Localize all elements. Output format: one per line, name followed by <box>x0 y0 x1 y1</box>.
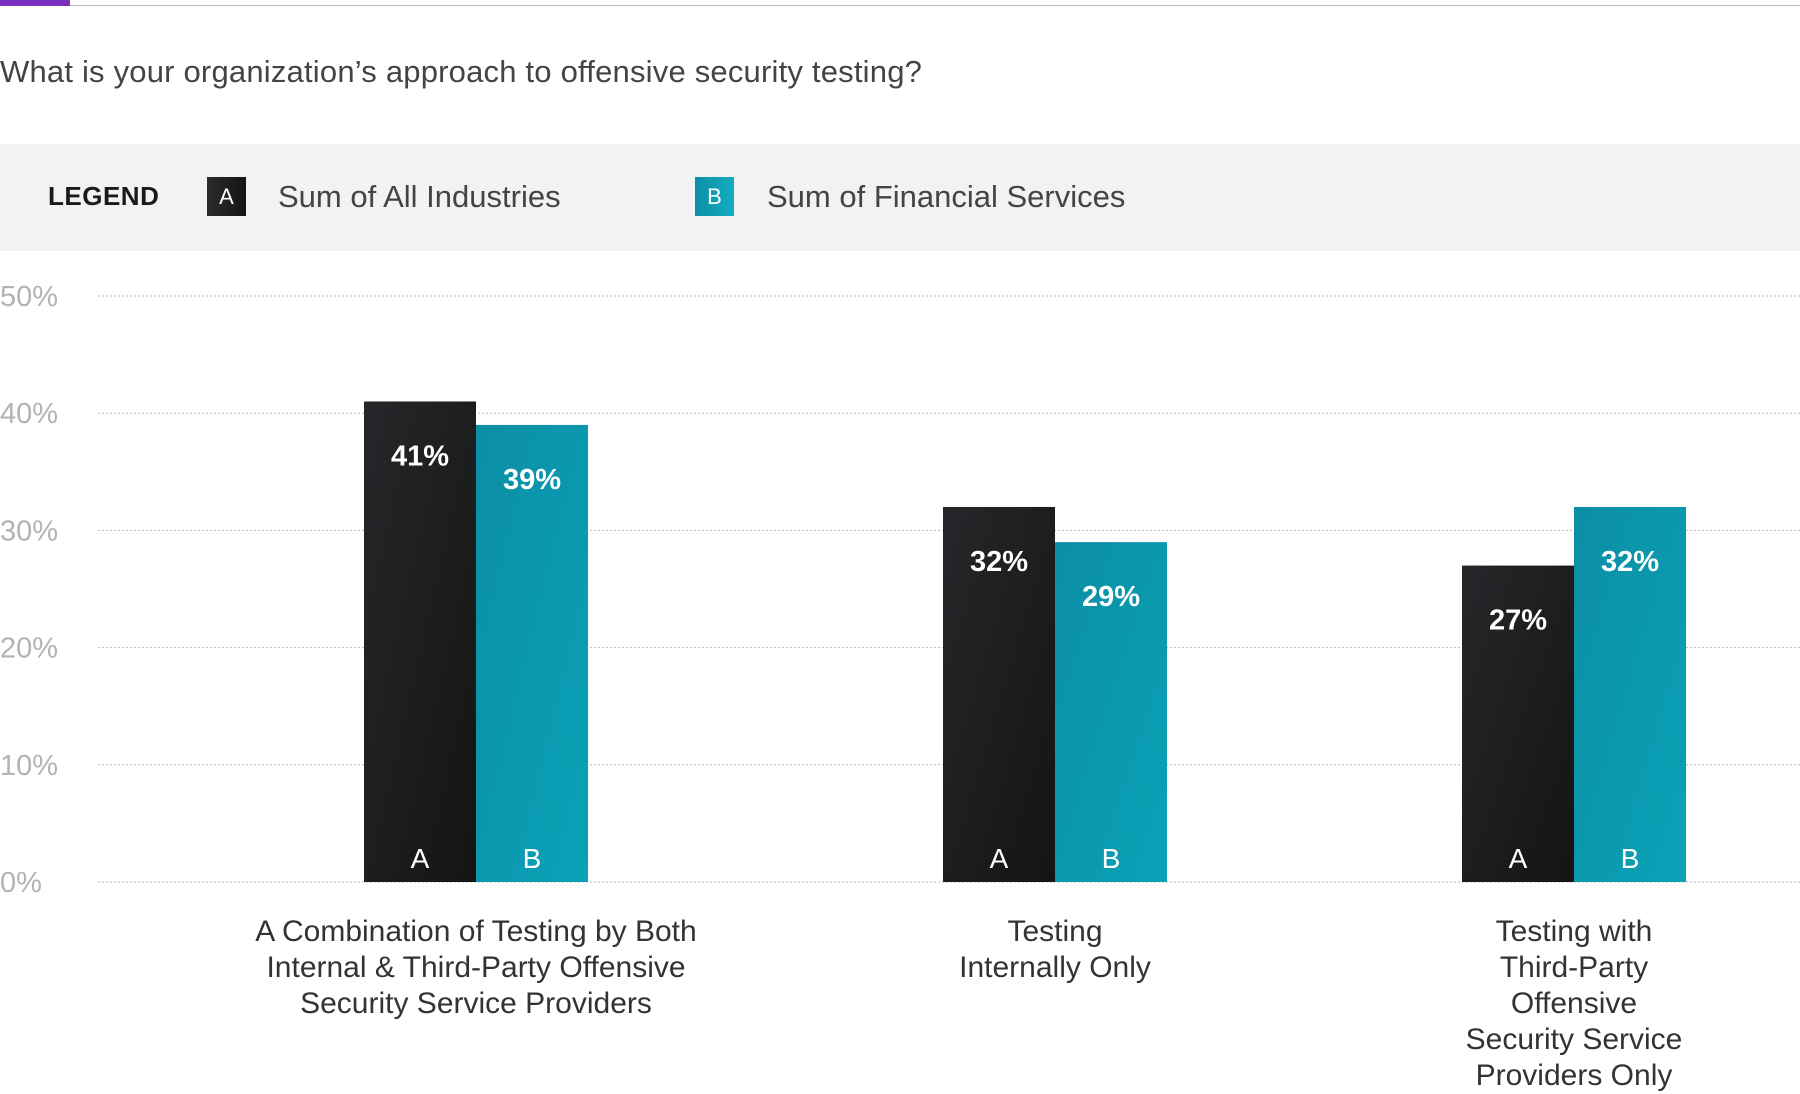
data-label: 39% <box>503 464 561 496</box>
legend-label-b: Sum of Financial Services <box>767 179 1126 214</box>
category-label-line: Security Service Providers <box>300 987 652 1020</box>
category-label-line: Testing with Third-Party <box>1495 915 1653 984</box>
top-accent-bar <box>0 0 70 6</box>
y-tick-label: 50% <box>0 281 58 313</box>
bar-key-label: A <box>411 843 430 874</box>
legend-label-a: Sum of All Industries <box>278 179 561 214</box>
bar-a-3 <box>1462 565 1574 882</box>
bar-a-1 <box>364 401 476 882</box>
chart-question: What is your organization’s approach to … <box>0 54 923 89</box>
bar-key-label: B <box>523 843 542 874</box>
data-label: 32% <box>970 546 1028 578</box>
category-label-line: A Combination of Testing by Both <box>255 915 697 948</box>
category-label: A Combination of Testing by Both Internal… <box>255 914 696 1022</box>
bar-b-3 <box>1574 506 1686 882</box>
bar-key-label: A <box>1509 843 1528 874</box>
bar-b-2 <box>1055 542 1167 882</box>
bar-key-label: B <box>1621 843 1640 874</box>
legend-swatch-b: B <box>695 177 734 216</box>
category-label: Testing Internally Only <box>959 914 1151 986</box>
y-tick-label: 30% <box>0 515 58 547</box>
category-label-line: Testing <box>1007 915 1103 948</box>
y-tick-label: 0% <box>0 867 42 899</box>
data-label: 27% <box>1489 605 1547 637</box>
category-label-line: Internally Only <box>959 951 1151 984</box>
bar-key-label: B <box>1102 843 1121 874</box>
grid-layer: 0% 10% 20% 30% 40% 50% <box>0 281 1800 899</box>
legend-title: LEGEND <box>48 181 160 211</box>
bar-layer: 41% A 39% B 32% A 29% B 27% A 32% B <box>364 401 1686 882</box>
top-rule <box>0 5 1800 6</box>
legend: LEGEND A Sum of All Industries B Sum of … <box>0 144 1800 251</box>
data-label: 41% <box>391 440 449 472</box>
category-label: Testing with Third-Party Offensive Securi… <box>1461 914 1687 1094</box>
category-label-line: Providers Only <box>1475 1059 1673 1092</box>
data-label: 32% <box>1601 546 1659 578</box>
category-label-line: Offensive Security Service <box>1465 987 1683 1056</box>
bar-b-1 <box>476 424 588 882</box>
bar-a-2 <box>943 506 1055 882</box>
y-tick-label: 20% <box>0 633 58 665</box>
bar-chart: 0% 10% 20% 30% 40% 50% 41% A 39% B 32% A 29% B 27% A 32… <box>0 281 1800 899</box>
data-label: 29% <box>1082 581 1140 613</box>
bar-key-label: A <box>990 843 1009 874</box>
y-tick-label: 40% <box>0 398 58 430</box>
y-tick-label: 10% <box>0 750 58 782</box>
category-label-line: Internal & Third-Party Offensive <box>266 951 686 984</box>
legend-swatch-a: A <box>207 177 246 216</box>
